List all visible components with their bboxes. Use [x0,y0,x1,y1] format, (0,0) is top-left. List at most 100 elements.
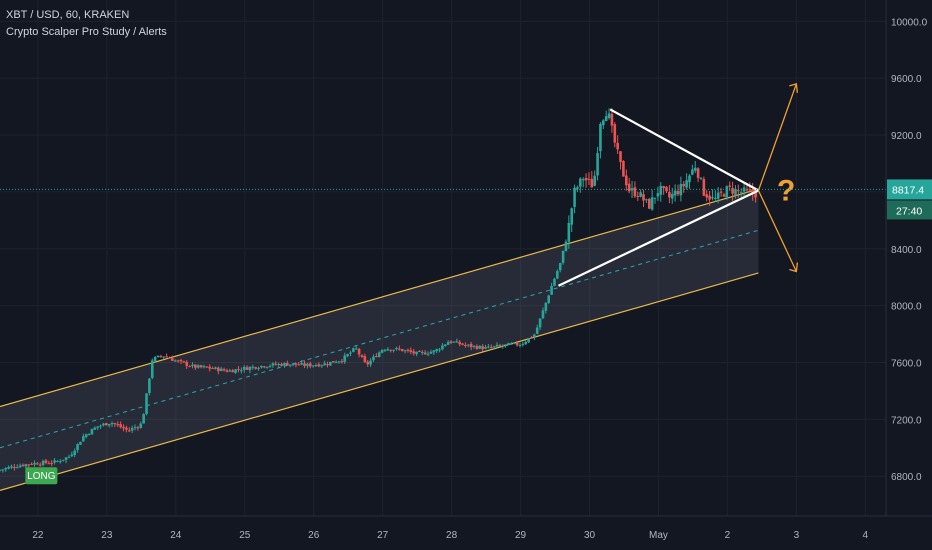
candle-body [136,427,140,429]
candle-body [714,197,717,199]
candle-body [142,414,145,424]
candle-body [472,345,476,347]
candle-body [512,342,516,344]
candle-body [165,356,168,358]
candle-body [208,366,212,369]
candle-body [728,185,732,187]
channel-fill [0,189,759,491]
candle-body [573,187,576,207]
candle-body [383,349,387,351]
countdown-tag [887,200,932,220]
candles-group [0,108,757,473]
candle-body [263,366,266,368]
candle-body [696,168,700,178]
candle-body [228,370,232,372]
candle-body [171,358,174,361]
candle-body [90,429,94,435]
candle-body [702,179,706,196]
candle-body [242,366,246,370]
candle-body [693,167,697,171]
candle-body [527,338,530,343]
candle-body [337,361,341,363]
candle-body [234,369,237,373]
long-badge [25,467,58,485]
candle-body [389,349,393,351]
candle-body [613,124,617,143]
candle-body [303,363,306,366]
candle-body [240,370,243,372]
candle-body [297,364,301,366]
candle-body [271,363,275,366]
candle-body [133,427,137,429]
candle-body [237,369,240,371]
candle-body [372,356,375,361]
candle-body [294,363,298,365]
candle-body [176,360,180,362]
candle-body [587,178,591,180]
arrow-down-head [789,262,799,273]
current-price-tag [887,179,932,200]
candle-body [102,423,105,426]
candle-body [653,197,657,199]
candle-body [53,460,56,463]
candle-body [748,189,752,191]
x-tick-label: 23 [101,530,113,541]
candle-body [492,346,496,348]
candle-body [659,185,663,195]
candle-body [633,187,637,197]
candle-body [691,169,694,175]
candle-body [274,363,278,365]
candle-body [535,327,539,334]
candle-body [159,356,163,358]
candle-body [148,378,151,394]
x-tick-label: 26 [308,530,320,541]
candle-body [409,350,413,352]
candle-body [642,194,645,201]
candle-body [469,343,473,348]
candle-body [570,208,574,225]
candle-body [156,355,160,358]
candle-body [607,113,611,119]
candle-body [104,423,108,426]
x-tick-label: 3 [794,530,800,541]
candle-body [27,464,31,466]
candle-body [41,460,45,465]
candle-body [79,441,82,445]
candle-body [24,464,28,467]
candle-body [93,427,97,430]
x-tick-label: 4 [863,530,869,541]
candle-body [323,363,326,366]
candle-body [214,367,217,369]
candle-body [248,367,252,371]
candle-body [610,113,614,126]
y-tick-label: 7200.0 [891,415,922,426]
x-tick-label: 29 [515,530,527,541]
candle-body [366,361,370,365]
candle-body [188,366,191,368]
candle-body [558,262,562,271]
candle-body [438,349,441,351]
candle-body [254,367,257,369]
long-badge-label: LONG [27,471,56,482]
candle-body [739,191,743,193]
candle-body [119,424,122,428]
x-tick-label: 28 [446,530,458,541]
candle-body [487,346,490,348]
candle-body [162,356,166,358]
candle-body [219,368,223,372]
candle-body [369,360,372,365]
candle-body [331,361,335,363]
candle-body [1,469,5,471]
candle-body [461,343,464,345]
candle-body [599,123,602,152]
candle-body [194,364,197,368]
candle-body [360,355,364,357]
candle-body [145,393,148,415]
candle-body [326,364,329,366]
candle-body [699,177,703,179]
candle-body [731,188,734,194]
candle-body [524,341,528,345]
candle-body [737,190,740,192]
